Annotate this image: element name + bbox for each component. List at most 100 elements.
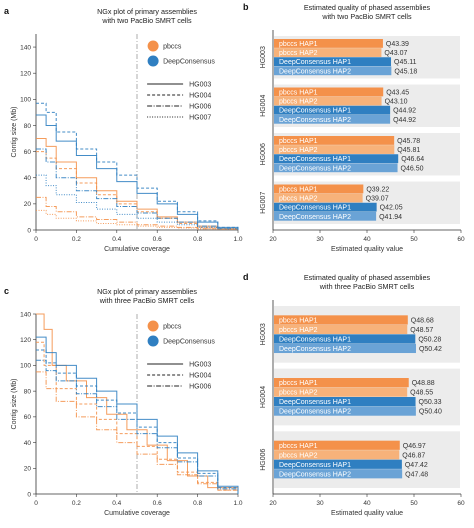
legend-label-hg004: HG004 [189,92,211,99]
bar-label: pbccs HAP1 [279,317,318,324]
bar-value-label: Q50.42 [419,346,442,353]
bar-value-label: Q39.22 [366,186,389,193]
group-label-hg003: HG003 [260,323,267,345]
bar-value-label: Q46.64 [401,156,424,163]
bar-hg003-pbccs-hap1 [274,39,383,48]
x-tick-label: 60 [457,500,465,507]
x-axis-label-a: Cumulative coverage [104,246,170,253]
bar-value-label: Q48.88 [412,380,435,387]
bar-hg004-pbccs-hap2 [274,387,408,397]
chart-title-b-line: Estimated quality of phased assemblies [304,3,431,12]
series-line-pbccs-hg003 [36,313,239,494]
y-tick-label: 140 [20,44,31,51]
bar-hg006-deepconsensus-hap1 [274,154,399,164]
x-tick-label: 40 [363,500,371,507]
y-tick-label: 60 [24,149,32,156]
bar-hg004-pbccs-hap1 [274,378,409,388]
series-line-deepconsensus-hg006 [36,148,239,230]
x-tick-label: 20 [269,236,277,243]
group-label-hg004: HG004 [260,95,267,117]
bar-hg003-deepconsensus-hap2 [274,343,416,354]
bar-label: DeepConsensus HAP2 [279,68,351,75]
chart-title-c-line: NGx plot of primary assemblies [97,287,197,296]
series-line-pbccs-hg006 [36,371,239,494]
bar-label: DeepConsensus HAP1 [279,156,351,163]
x-tick-label: 50 [410,500,418,507]
bar-label: pbccs HAP2 [279,147,318,154]
series-line-deepconsensus-hg007 [36,174,239,230]
bar-value-label: Q48.68 [411,317,434,324]
y-tick-label: 20 [24,201,32,208]
legend-label-hg003: HG003 [189,81,211,88]
x-tick-label: 30 [316,500,324,507]
legend-label-deepconsensus: DeepConsensus [163,339,215,346]
bar-hg006-pbccs-hap1 [274,136,395,145]
y-tick-label: 60 [24,414,32,421]
bar-value-label: Q46.87 [402,452,425,459]
y-tick-label: 100 [20,97,31,104]
legend-dot-pbccs [147,40,159,52]
series-line-deepconsensus-hg004 [36,349,239,494]
bar-hg004-pbccs-hap2 [274,96,382,106]
x-tick-label: 1.0 [233,236,242,243]
bar-value-label: Q46.97 [403,443,426,450]
y-tick-label: 0 [27,227,31,234]
group-label-hg003: HG003 [260,46,267,68]
legend-label-deepconsensus: DeepConsensus [163,59,215,66]
bar-hg007-deepconsensus-hap2 [274,211,377,221]
bar-label: pbccs HAP2 [279,452,318,459]
bar-hg003-pbccs-hap2 [274,48,382,57]
legend-label-hg006: HG006 [189,103,211,110]
bar-label: DeepConsensus HAP2 [279,165,351,172]
bar-label: pbccs HAP2 [279,327,318,334]
x-tick-label: 0.8 [193,236,202,243]
x-tick-label: 0 [34,236,38,243]
x-axis-label-b: Estimated quality value [331,246,403,253]
legend-dot-deepconsensus [147,335,159,347]
bar-value-label: Q44.92 [393,108,416,115]
group-label-hg004: HG004 [260,386,267,408]
bar-value-label: Q50.28 [418,336,441,343]
legend-dot-deepconsensus [147,55,159,67]
y-axis-label-a: Contig size (Mb) [11,107,18,158]
x-tick-label: 0.6 [153,236,162,243]
x-tick-label: 30 [316,236,324,243]
legend-label-pbccs: pbccs [163,44,182,51]
bar-value-label: Q44.92 [393,117,416,124]
panel-label-a: a [4,6,10,16]
series-line-pbccs-hg007 [36,209,239,230]
bar-hg006-pbccs-hap2 [274,145,395,154]
x-tick-label: 0.2 [72,500,81,507]
bar-value-label: Q43.10 [385,99,408,106]
bar-value-label: Q47.48 [405,471,428,478]
bar-hg004-deepconsensus-hap1 [274,397,416,407]
panel-label-d: d [243,272,249,282]
y-tick-label: 100 [20,363,31,370]
bar-hg003-pbccs-hap2 [274,324,408,335]
bar-label: pbccs HAP1 [279,41,318,48]
chart-title-a-line: NGx plot of primary assemblies [97,7,197,16]
group-label-hg006: HG006 [260,143,267,165]
bar-label: pbccs HAP2 [279,50,318,57]
series-line-deepconsensus-hg004 [36,102,239,230]
chart-title-b-line: with two PacBio SMRT cells [321,12,412,21]
bar-value-label: Q46.50 [401,165,424,172]
bar-label: pbccs HAP1 [279,186,318,193]
bar-hg006-deepconsensus-hap2 [274,163,398,173]
bar-hg003-deepconsensus-hap2 [274,66,392,76]
y-tick-label: 0 [27,491,31,498]
bar-hg006-deepconsensus-hap2 [274,469,403,479]
bar-label: pbccs HAP1 [279,443,318,450]
bar-label: DeepConsensus HAP2 [279,214,351,221]
y-tick-label: 120 [20,337,31,344]
x-tick-label: 0.4 [112,236,121,243]
bar-value-label: Q50.33 [419,399,442,406]
bar-hg003-deepconsensus-hap1 [274,57,392,67]
y-tick-label: 120 [20,71,31,78]
group-label-hg007: HG007 [260,192,267,214]
chart-title-d-line: with three PacBio SMRT cells [319,282,415,291]
x-axis-label-c: Cumulative coverage [104,510,170,517]
series-line-deepconsensus-hg003 [36,336,239,494]
x-tick-label: 1.0 [233,500,242,507]
